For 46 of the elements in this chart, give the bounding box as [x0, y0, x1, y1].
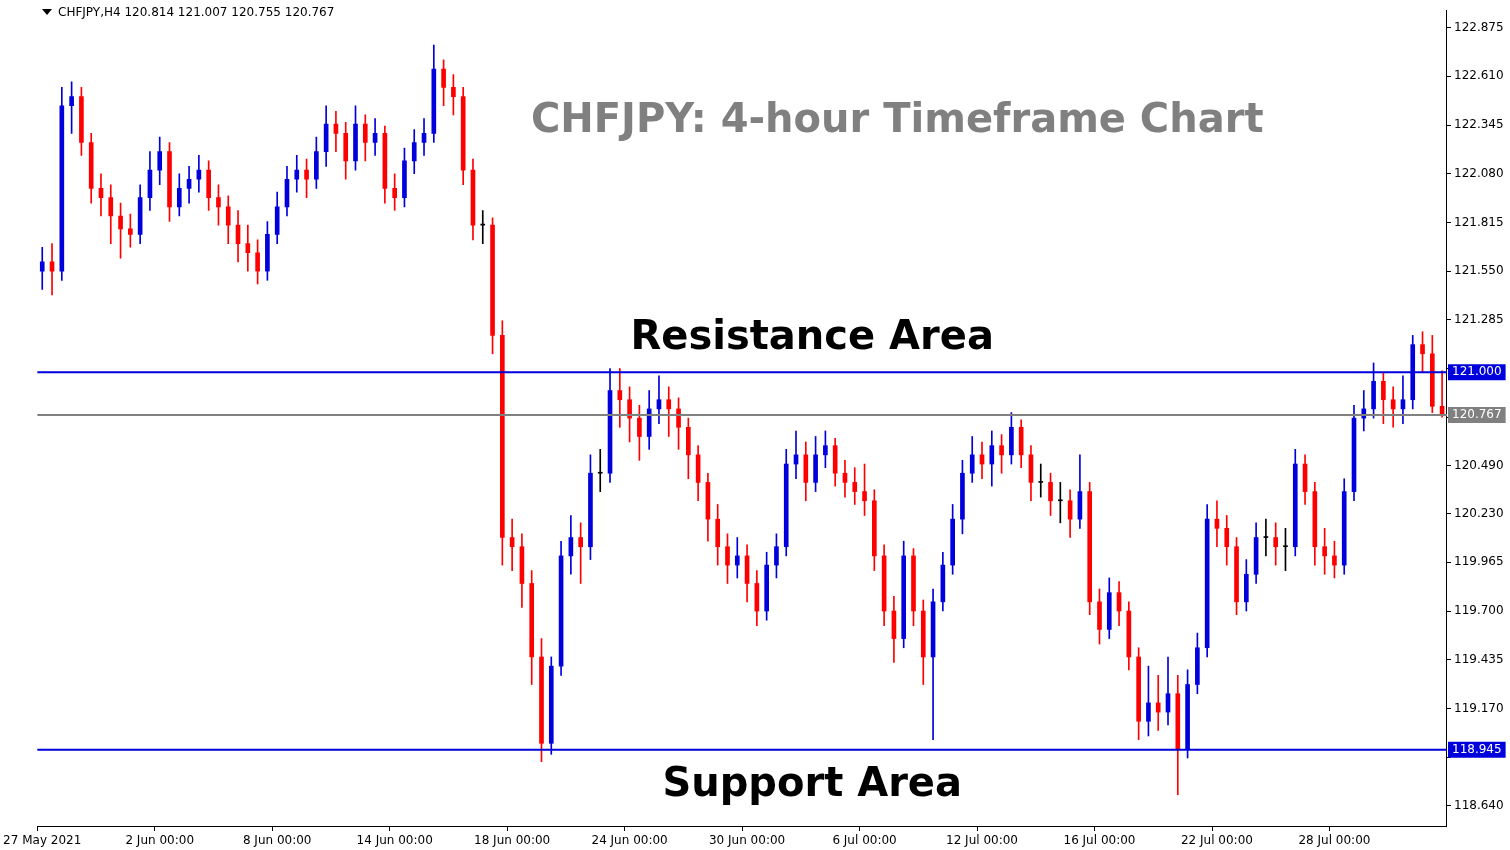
y-tick-label: 120.490 — [1454, 458, 1504, 472]
candlestick — [1038, 463, 1044, 498]
candlestick — [666, 386, 672, 437]
x-tick-label: 28 Jul 00:00 — [1298, 833, 1371, 848]
ref-line-label: 118.945 — [1452, 741, 1502, 756]
x-tick-label: 16 Jul 00:00 — [1063, 833, 1136, 848]
candlestick — [597, 449, 603, 492]
candlestick — [39, 246, 45, 290]
x-tick-label: 12 Jul 00:00 — [946, 833, 1018, 848]
x-tick-label: 8 Jun 00:00 — [242, 833, 312, 848]
y-tick-label: 121.815 — [1454, 214, 1504, 229]
y-tick-label: 119.700 — [1454, 603, 1504, 618]
text: CHFJPY: 4-hour Timeframe Chart — [530, 95, 1264, 142]
y-tick-label: 122.080 — [1454, 165, 1504, 180]
candlestick — [1155, 675, 1161, 731]
y-tick-label: 118.640 — [1454, 797, 1504, 812]
x-tick-label: 2 Jun 00:00 — [125, 833, 195, 848]
y-tick-label: 122.345 — [1454, 117, 1504, 132]
candlestick — [852, 467, 858, 505]
x-tick-label: 18 Jun 00:00 — [474, 833, 551, 848]
chart-subtitle: CHFJPY,H4 120.814 121.007 120.755 120.767 — [58, 5, 335, 19]
candlestick — [1058, 482, 1063, 524]
candlestick — [245, 224, 251, 272]
candlestick — [734, 537, 740, 579]
x-tick-label: 14 Jun 00:00 — [356, 833, 433, 848]
y-tick-label: 122.610 — [1454, 68, 1504, 83]
candlestick — [480, 210, 486, 244]
candlestick — [617, 368, 623, 428]
candlestick — [1273, 522, 1279, 566]
x-tick-label: 24 Jun 00:00 — [591, 833, 668, 848]
y-tick-label: 121.550 — [1454, 263, 1504, 278]
candlestick — [1263, 518, 1269, 557]
x-tick-label: 22 Jul 00:00 — [1180, 833, 1253, 848]
y-tick-label: 119.170 — [1454, 700, 1504, 715]
y-tick-label: 119.435 — [1454, 651, 1504, 666]
ref-line-label: 120.767 — [1452, 407, 1502, 422]
y-tick-label: 122.875 — [1454, 19, 1504, 34]
annotation: Resistance Area — [630, 311, 994, 358]
annotation: Support Area — [662, 759, 962, 806]
x-tick-label: 6 Jul 00:00 — [832, 833, 897, 848]
x-tick-label: 30 Jun 00:00 — [708, 833, 786, 848]
x-tick-label: 27 May 2021 — [3, 833, 82, 848]
y-tick-label: 121.285 — [1454, 311, 1504, 326]
y-tick-label: 120.230 — [1454, 505, 1504, 520]
y-tick-label: 119.965 — [1454, 554, 1504, 569]
ref-line-label: 121.000 — [1452, 364, 1502, 379]
